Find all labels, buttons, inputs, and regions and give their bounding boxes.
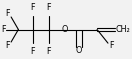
Text: O: O (61, 25, 68, 34)
Text: F: F (5, 9, 10, 18)
Text: CH₂: CH₂ (115, 25, 130, 34)
Text: O: O (76, 46, 82, 55)
Text: F: F (109, 41, 114, 50)
Text: F: F (46, 47, 51, 56)
Text: F: F (31, 47, 35, 56)
Text: F: F (5, 41, 10, 50)
Text: F: F (1, 25, 6, 34)
Text: F: F (46, 3, 51, 12)
Text: F: F (31, 3, 35, 12)
